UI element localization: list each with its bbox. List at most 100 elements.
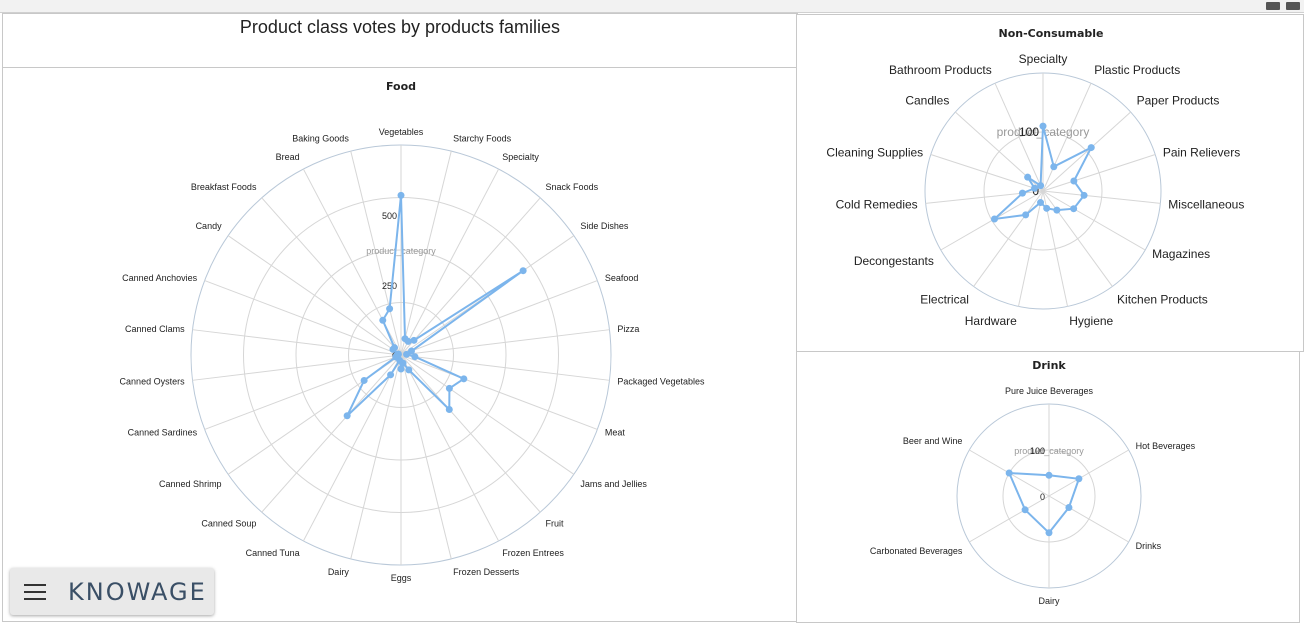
data-point-canned-tuna[interactable]: [387, 371, 395, 379]
axis-title: product_category: [1014, 446, 1084, 456]
data-point-specialty[interactable]: [1039, 122, 1047, 130]
data-point-pure-juice-beverages[interactable]: [1045, 471, 1053, 479]
category-label: Canned Shrimp: [159, 479, 222, 489]
category-label: Hot Beverages: [1136, 441, 1196, 451]
grid-spoke: [994, 82, 1044, 192]
category-label: Plastic Products: [1094, 63, 1180, 77]
grid-spoke: [400, 354, 598, 430]
data-point-magazines[interactable]: [1070, 205, 1078, 213]
category-label: Miscellaneous: [1168, 197, 1244, 211]
grid-spoke: [400, 280, 598, 356]
data-point-dairy[interactable]: [1045, 529, 1053, 537]
data-point-packaged-vegetables[interactable]: [411, 353, 419, 361]
knowage-logo: KNOWAGE: [68, 578, 207, 606]
axis-title: product_category: [366, 246, 436, 256]
main-menu-widget[interactable]: KNOWAGE: [10, 568, 214, 615]
grid-spoke: [400, 354, 452, 560]
data-point-carbonated-beverages[interactable]: [1021, 506, 1029, 514]
category-label: Starchy Foods: [453, 133, 512, 143]
data-point-pizza[interactable]: [403, 350, 411, 358]
category-label: Dairy: [1038, 596, 1060, 606]
category-label: Packaged Vegetables: [617, 376, 705, 386]
data-point-candles[interactable]: [1024, 173, 1032, 181]
category-label: Vegetables: [379, 127, 424, 137]
category-label: Frozen Desserts: [453, 567, 520, 577]
category-label: Canned Tuna: [246, 548, 300, 558]
category-label: Specialty: [502, 152, 539, 162]
grid-spoke: [400, 168, 500, 356]
grid-spoke: [1042, 82, 1092, 192]
grid-spoke: [350, 354, 402, 560]
data-point-canned-shrimp[interactable]: [360, 376, 368, 384]
category-label: Pizza: [617, 324, 639, 334]
data-point-canned-anchovies[interactable]: [394, 350, 402, 358]
data-point-paper-products[interactable]: [1087, 144, 1095, 152]
data-point-hot-beverages[interactable]: [1075, 475, 1083, 483]
tick-label: 100: [1030, 446, 1045, 456]
data-point-drinks[interactable]: [1065, 504, 1073, 511]
category-label: Canned Sardines: [128, 427, 198, 437]
data-point-vegetables[interactable]: [397, 191, 405, 199]
data-point-decongestants[interactable]: [990, 215, 998, 223]
data-point-frozen-entrees[interactable]: [405, 366, 413, 374]
category-label: Specialty: [1019, 52, 1068, 66]
grid-spoke: [969, 495, 1050, 543]
data-point-beer-and-wine[interactable]: [1005, 469, 1013, 477]
data-point-kitchen-products[interactable]: [1053, 206, 1061, 214]
data-point-cold-remedies[interactable]: [1018, 189, 1026, 197]
data-point-jams-and-jellies[interactable]: [445, 384, 453, 392]
grid-spoke: [973, 190, 1044, 287]
category-label: Snack Foods: [546, 182, 599, 192]
drink-chart-panel: Drink Pure Juice Beverages Hot Beverages Dr…: [796, 351, 1300, 623]
minimize-icon[interactable]: [1266, 2, 1280, 10]
data-point-specialty[interactable]: [404, 337, 412, 345]
data-point-eggs[interactable]: [397, 365, 405, 373]
grid-spoke: [1042, 154, 1156, 192]
data-point-seafood[interactable]: [407, 347, 415, 355]
category-label: Jams and Jellies: [580, 479, 647, 489]
category-label: Side Dishes: [580, 221, 629, 231]
data-point-hardware[interactable]: [1037, 199, 1045, 207]
grid-spoke: [400, 354, 610, 381]
data-point-baking-goods[interactable]: [386, 305, 394, 313]
data-point-fruit[interactable]: [445, 405, 453, 413]
data-point-pain-relievers[interactable]: [1070, 177, 1078, 185]
data-point-miscellaneous[interactable]: [1080, 191, 1088, 199]
category-label: Bread: [276, 152, 300, 162]
category-label: Candles: [905, 94, 949, 108]
title-widget: Product class votes by products families: [2, 13, 798, 68]
data-point-breakfast-foods[interactable]: [391, 344, 399, 352]
grid-spoke: [400, 354, 500, 542]
data-point-canned-soup[interactable]: [343, 412, 351, 420]
hamburger-menu-icon[interactable]: [24, 584, 46, 600]
category-label: Meat: [605, 427, 626, 437]
food-chart-panel: Food Vegetables Starchy Foods Specialty Snac…: [2, 67, 798, 622]
grid-spoke: [400, 354, 575, 475]
grid-spoke: [227, 235, 402, 356]
category-label: Seafood: [605, 273, 639, 283]
grid-spoke: [261, 354, 402, 513]
tick-label: 0: [1040, 492, 1045, 502]
data-point-bread[interactable]: [379, 316, 387, 324]
grid-spoke: [1048, 449, 1129, 497]
data-point-snack-foods[interactable]: [410, 336, 418, 344]
grid-spoke: [930, 154, 1044, 192]
data-point-side-dishes[interactable]: [519, 267, 527, 275]
grid-spoke: [302, 354, 402, 542]
category-label: Frozen Entrees: [502, 548, 564, 558]
data-point-plastic-products[interactable]: [1050, 163, 1058, 171]
grid-spoke: [1042, 111, 1132, 192]
data-point-bathroom-products[interactable]: [1037, 182, 1045, 190]
data-point-meat[interactable]: [460, 375, 468, 383]
data-point-hygiene[interactable]: [1043, 204, 1051, 212]
category-label: Hygiene: [1069, 314, 1113, 328]
data-point-electrical[interactable]: [1022, 211, 1030, 219]
maximize-icon[interactable]: [1286, 2, 1300, 10]
category-label: Canned Clams: [125, 324, 185, 334]
chart-title: Food: [386, 80, 416, 93]
category-label: Kitchen Products: [1117, 293, 1208, 307]
window-controls: [1266, 2, 1300, 10]
category-label: Breakfast Foods: [191, 182, 257, 192]
data-point-cleaning-supplies[interactable]: [1031, 184, 1039, 192]
window-top-bar: [0, 0, 1304, 13]
